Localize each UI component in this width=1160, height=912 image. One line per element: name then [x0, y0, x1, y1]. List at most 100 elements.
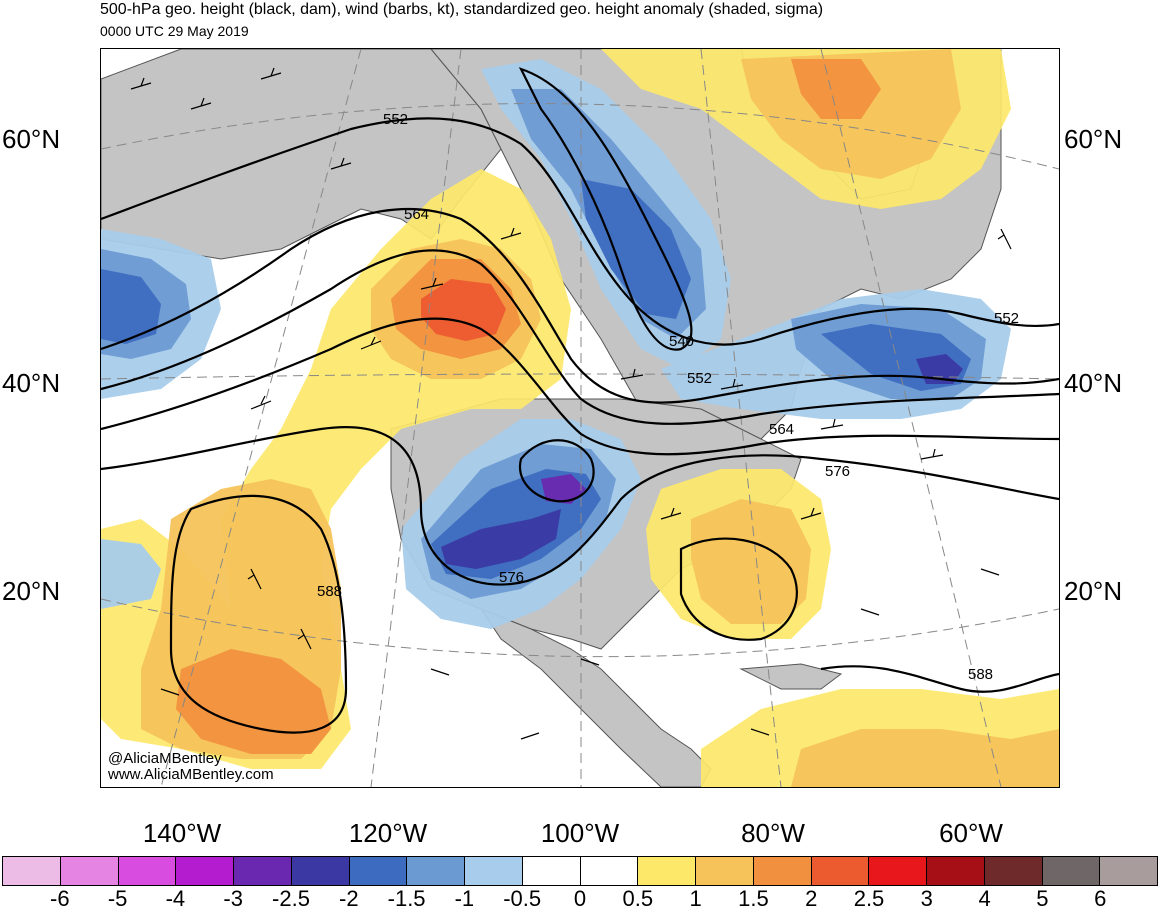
wind-barb: [250, 395, 272, 410]
neg-anomaly-eastern-pacific: [101, 539, 161, 609]
colorbar-box: [60, 857, 119, 885]
contour-label: 540: [669, 333, 694, 350]
wind-barb: [660, 507, 682, 520]
colorbar-box: [1042, 857, 1101, 885]
lat-label-40n-right: 40°N: [1064, 368, 1123, 398]
wind-barb: [920, 448, 944, 460]
colorbar-box: [465, 857, 523, 885]
colorbar-box: [3, 857, 61, 885]
wind-barb: [247, 568, 262, 590]
colorbar-box: [291, 857, 350, 885]
colorbar-box: [176, 857, 234, 885]
wind-barb: [860, 608, 880, 616]
colorbar: [2, 856, 1158, 886]
meridian-120w: [370, 49, 462, 787]
wind-barb: [190, 97, 212, 110]
colorbar-tick-label: -4: [165, 886, 186, 911]
contour-540-low: [518, 439, 595, 503]
contour-588-atlantic: [679, 537, 798, 641]
colorbar-tick-label: -0.5: [503, 886, 542, 911]
colorbar-tick-label: 1.5: [738, 886, 769, 911]
wind-barb: [520, 732, 540, 740]
wind-barb: [980, 568, 1000, 576]
parallel-20n: [101, 598, 1059, 658]
wind-barb: [160, 688, 180, 696]
colorbar-box: [984, 857, 1043, 885]
colorbar-box: [522, 857, 581, 885]
pos-anomaly-west-3: [421, 279, 506, 341]
cuba-land: [739, 663, 843, 690]
colorbar-tick-label: -2: [339, 886, 359, 911]
meridian-60w: [820, 49, 1002, 787]
neg-anomaly-southwest-5: [541, 474, 586, 504]
contour-564-north: [101, 207, 1059, 404]
contour-label: 588: [968, 666, 993, 683]
contour-label: 564: [769, 421, 794, 438]
lon-label-60w: 60°W: [939, 818, 1003, 848]
colorbar-tick-label: 4: [978, 886, 991, 911]
neg-anomaly-southwest-4: [441, 509, 561, 569]
colorbar-box: [349, 857, 408, 885]
wind-barb: [420, 277, 444, 290]
wind-barb: [130, 77, 152, 90]
wind-barbs: [130, 67, 1012, 740]
contour-588-south: [820, 665, 1059, 693]
lat-label-20n-left: 20°N: [2, 576, 61, 606]
neg-anomaly-hudson-3: [581, 179, 691, 319]
contour-552-north: [101, 117, 1059, 346]
valid-time: 0000 UTC 29 May 2019: [100, 23, 249, 39]
wind-barb: [580, 658, 600, 666]
wind-barb: [330, 157, 352, 170]
colorbar-box: [1100, 857, 1157, 885]
wind-barb: [800, 507, 822, 520]
lon-label-120w: 120°W: [348, 818, 428, 848]
colorbar-tick-label: 0.5: [622, 886, 654, 911]
wind-barb: [997, 228, 1012, 250]
colorbar-box: [927, 857, 985, 885]
colorbar-tick-label: 6: [1094, 886, 1107, 911]
wind-barb: [260, 67, 282, 80]
wind-barb: [430, 668, 450, 676]
colorbar-tick-label: -1.5: [387, 886, 426, 911]
contour-label: 588: [317, 583, 342, 600]
wind-barb: [297, 628, 312, 650]
pos-anomaly-greenland-3: [791, 59, 881, 119]
colorbar-box: [580, 857, 639, 885]
contour-588-pacific: [169, 494, 348, 734]
wind-barb: [500, 227, 522, 240]
colorbar-tick-label: -3: [223, 886, 243, 911]
colorbar-tick-label: 2.5: [853, 886, 885, 911]
contour-label: 576: [499, 569, 524, 586]
wind-barb: [820, 418, 844, 430]
wind-barb: [750, 728, 770, 736]
height-contours: [101, 67, 1059, 734]
colorbar-tick-label: 0: [573, 886, 587, 911]
contour-labels: 552 564 540 552 552 564 576 576 588 588: [317, 111, 1019, 683]
pos-anomaly-southeast-2: [691, 499, 811, 624]
colorbar-box: [234, 857, 292, 885]
colorbar-box: [753, 857, 812, 885]
lon-label-140w: 140°W: [142, 818, 222, 848]
lat-label-40n-left: 40°N: [2, 368, 61, 398]
colorbar-box: [811, 857, 870, 885]
map-panel: 552 564 540 552 552 564 576 576 588 588: [100, 48, 1060, 788]
lon-label-100w: 100°W: [540, 818, 620, 848]
colorbar-box: [118, 857, 177, 885]
colorbar-box: [638, 857, 696, 885]
colorbar-tick-label: 3: [920, 886, 933, 911]
contour-label: 576: [825, 463, 850, 480]
wind-barb: [360, 336, 382, 350]
lat-label-60n-left: 60°N: [2, 124, 61, 154]
contour-576: [101, 426, 1059, 586]
lat-label-60n-right: 60°N: [1064, 124, 1123, 154]
lon-label-80w: 80°W: [741, 818, 805, 848]
contour-label: 552: [383, 111, 408, 128]
wind-barb: [720, 378, 744, 390]
pos-anomaly-pacific-2: [176, 649, 331, 754]
colorbar-box: [696, 857, 754, 885]
wind-barb: [620, 368, 644, 380]
contour-552-mid: [101, 249, 1059, 425]
colorbar-tick-label: -5: [107, 886, 128, 911]
contour-label: 552: [687, 370, 712, 387]
colorbar-box: [407, 857, 465, 885]
